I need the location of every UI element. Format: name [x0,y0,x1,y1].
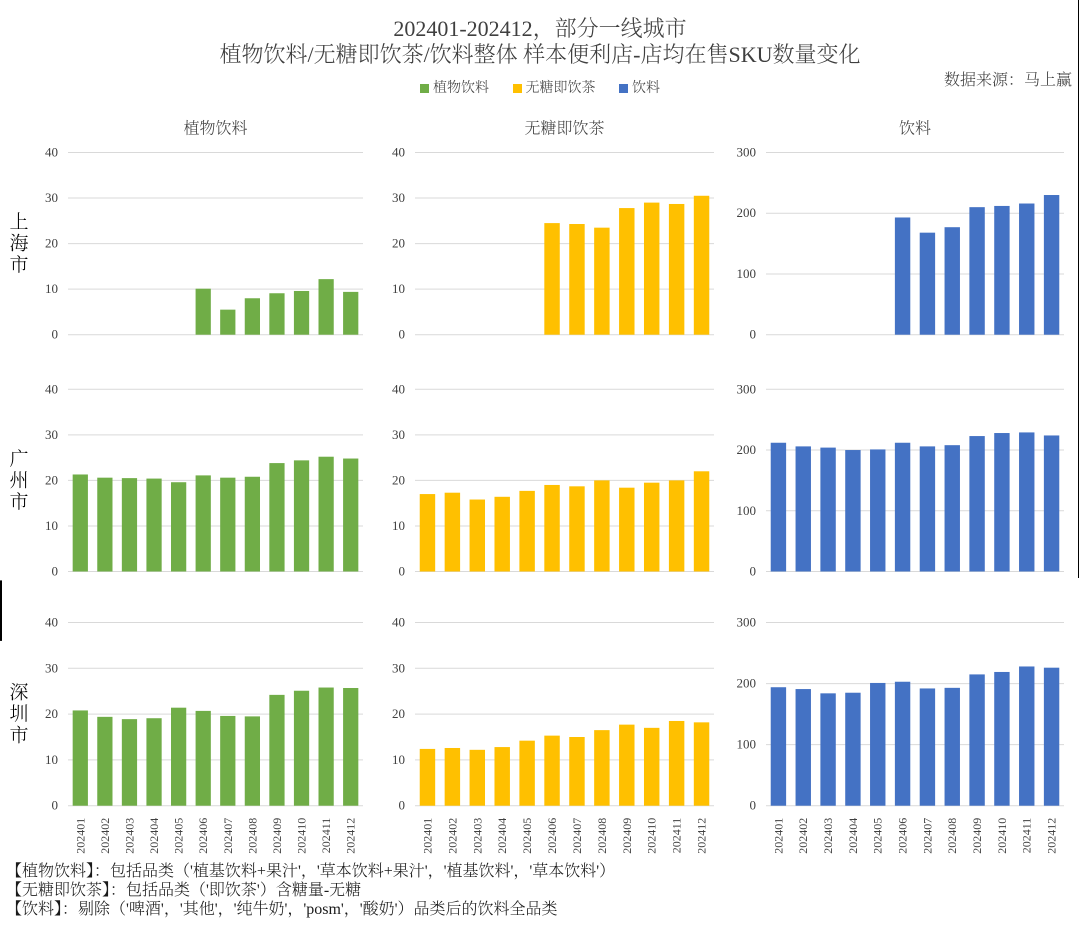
svg-text:20: 20 [45,472,58,487]
svg-text:202412: 202412 [695,818,709,854]
svg-text:300: 300 [737,145,757,160]
svg-text:202408: 202408 [595,818,609,854]
svg-text:300: 300 [737,381,757,396]
svg-text:20: 20 [392,472,405,487]
svg-text:202411: 202411 [319,818,333,854]
svg-text:0: 0 [399,798,406,813]
svg-text:20: 20 [392,236,405,251]
svg-text:200: 200 [737,442,757,457]
svg-text:202409: 202409 [620,818,634,854]
svg-text:202408: 202408 [245,818,259,854]
svg-text:40: 40 [45,381,58,396]
svg-text:202407: 202407 [221,818,235,854]
svg-text:0: 0 [399,327,406,342]
svg-text:饮料: 饮料 [899,120,931,138]
svg-text:30: 30 [45,190,58,205]
svg-text:202410: 202410 [645,818,659,854]
svg-text:0: 0 [52,564,59,579]
svg-text:202403: 202403 [470,818,484,854]
svg-text:200: 200 [737,205,757,220]
svg-text:300: 300 [737,615,757,630]
svg-text:202404: 202404 [846,818,860,854]
svg-text:200: 200 [737,676,757,691]
svg-text:202411: 202411 [1020,818,1034,854]
svg-text:202406: 202406 [896,818,910,854]
svg-text:202401: 202401 [771,818,785,854]
svg-text:202404: 202404 [147,818,161,854]
svg-text:30: 30 [392,190,405,205]
svg-text:市: 市 [9,491,28,513]
svg-text:10: 10 [45,752,58,767]
svg-text:40: 40 [392,145,405,160]
svg-text:40: 40 [45,615,58,630]
svg-text:无糖即饮茶: 无糖即饮茶 [524,120,604,138]
svg-text:20: 20 [45,706,58,721]
svg-text:30: 30 [45,660,58,675]
svg-text:202410: 202410 [995,818,1009,854]
svg-text:广: 广 [9,448,28,470]
svg-text:0: 0 [750,564,757,579]
svg-text:202412: 202412 [344,818,358,854]
svg-text:深: 深 [9,682,28,704]
svg-text:202402: 202402 [98,818,112,854]
svg-text:10: 10 [45,518,58,533]
svg-text:202405: 202405 [172,818,186,854]
svg-text:30: 30 [45,427,58,442]
svg-text:202401: 202401 [73,818,87,854]
svg-text:0: 0 [52,798,59,813]
svg-text:100: 100 [737,266,757,281]
svg-text:10: 10 [392,281,405,296]
svg-text:202406: 202406 [196,818,210,854]
svg-text:202404: 202404 [495,818,509,854]
svg-text:海: 海 [9,233,28,255]
svg-text:100: 100 [737,503,757,518]
svg-text:202409: 202409 [970,818,984,854]
svg-text:202405: 202405 [520,818,534,854]
svg-text:20: 20 [392,706,405,721]
svg-text:圳: 圳 [9,703,28,725]
svg-text:202408: 202408 [945,818,959,854]
svg-text:30: 30 [392,427,405,442]
svg-text:202405: 202405 [871,818,885,854]
svg-text:100: 100 [737,737,757,752]
svg-text:202403: 202403 [821,818,835,854]
svg-text:202410: 202410 [295,818,309,854]
svg-text:植物饮料: 植物饮料 [183,120,247,138]
svg-text:202409: 202409 [270,818,284,854]
svg-text:40: 40 [392,615,405,630]
svg-text:30: 30 [392,660,405,675]
svg-text:州: 州 [9,469,28,491]
svg-text:202407: 202407 [920,818,934,854]
svg-text:0: 0 [750,327,757,342]
svg-text:202406: 202406 [545,818,559,854]
svg-text:10: 10 [392,518,405,533]
svg-text:上: 上 [9,211,28,233]
svg-text:10: 10 [45,281,58,296]
svg-text:202411: 202411 [670,818,684,854]
svg-text:202403: 202403 [122,818,136,854]
svg-text:202402: 202402 [445,818,459,854]
svg-text:10: 10 [392,752,405,767]
svg-text:202401: 202401 [420,818,434,854]
svg-text:202412: 202412 [1045,818,1059,854]
svg-text:0: 0 [52,327,59,342]
svg-text:0: 0 [399,564,406,579]
svg-text:40: 40 [45,145,58,160]
svg-text:202402: 202402 [796,818,810,854]
svg-text:0: 0 [750,798,757,813]
svg-text:市: 市 [9,725,28,747]
svg-text:20: 20 [45,236,58,251]
svg-text:市: 市 [9,254,28,276]
svg-text:40: 40 [392,381,405,396]
svg-text:202407: 202407 [570,818,584,854]
